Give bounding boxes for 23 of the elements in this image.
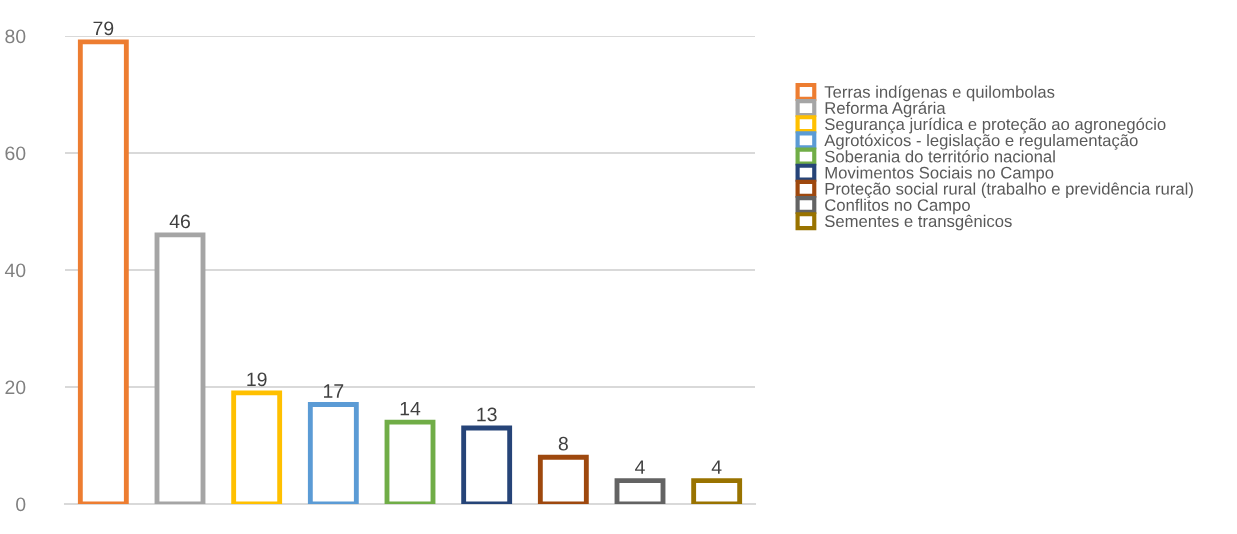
- y-tick-label: 60: [5, 146, 26, 161]
- legend-label: Agrotóxicos - legislação e regulamentação: [824, 133, 1138, 150]
- legend-label: Conflitos no Campo: [825, 198, 970, 215]
- legend-label: Proteção social rural (trabalho e previdência rural): [825, 182, 1193, 199]
- data-label: 79: [93, 21, 114, 36]
- y-tick-label: 40: [4, 263, 26, 278]
- legend-label: Segurança jurídica e proteção ao agronegócio: [825, 117, 1166, 134]
- legend-label: Terras indígenas e quilombolas: [824, 85, 1055, 102]
- legend-label: Movimentos Sociais no Campo: [825, 166, 1054, 182]
- data-label: 4: [711, 460, 722, 474]
- legend-label: Sementes e transgênicos: [825, 214, 1012, 231]
- data-label: 14: [400, 401, 421, 416]
- y-tick-label: 80: [5, 29, 26, 44]
- legend-label: Soberania do território nacional: [825, 150, 1055, 163]
- data-label: 17: [324, 384, 344, 398]
- data-label: 19: [247, 372, 267, 387]
- data-label: 8: [558, 436, 568, 451]
- legend-label: Reforma Agrária: [825, 101, 946, 118]
- data-label: 4: [635, 460, 645, 474]
- data-label: 13: [477, 407, 497, 422]
- y-tick-label: 20: [5, 380, 26, 395]
- data-label: 46: [169, 214, 190, 229]
- y-tick-label: 0: [16, 497, 26, 512]
